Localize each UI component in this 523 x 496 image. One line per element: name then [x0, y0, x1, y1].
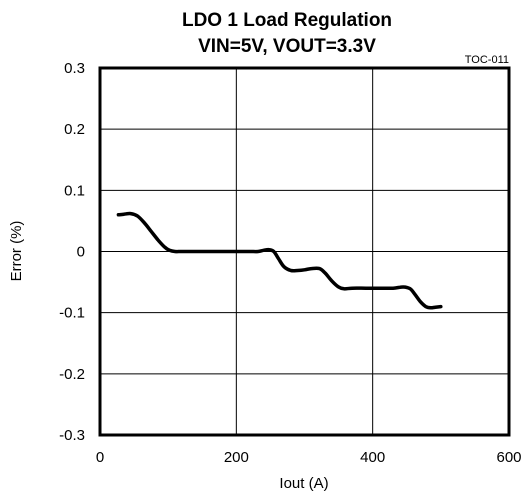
y-axis-label: Error (%): [8, 221, 25, 282]
data-series: [116, 211, 443, 310]
chart-title: LDO 1 Load Regulation: [182, 10, 392, 31]
chart-subtitle: VIN=5V, VOUT=3.3V: [198, 36, 376, 57]
y-tick-label: 0.3: [64, 60, 85, 77]
y-axis-ticks: 0.3 0.2 0.1 0 -0.1 -0.2 -0.3: [59, 60, 85, 444]
grid-lines: [100, 68, 509, 435]
y-tick-label: -0.1: [59, 305, 85, 322]
plot-frame: [98, 66, 511, 437]
x-axis-ticks: 0 200 400 600: [96, 449, 522, 466]
x-tick-label: 0: [96, 449, 104, 466]
x-tick-label: 400: [360, 449, 385, 466]
y-tick-label: 0: [77, 244, 85, 261]
x-tick-label: 600: [496, 449, 521, 466]
series-line: [116, 211, 443, 310]
x-tick-label: 200: [224, 449, 249, 466]
y-tick-label: -0.3: [59, 427, 85, 444]
figure-code: TOC-011: [465, 54, 509, 66]
x-axis-label: Iout (A): [279, 475, 328, 492]
y-tick-label: 0.1: [64, 182, 85, 199]
y-tick-label: 0.2: [64, 121, 85, 138]
y-tick-label: -0.2: [59, 366, 85, 383]
